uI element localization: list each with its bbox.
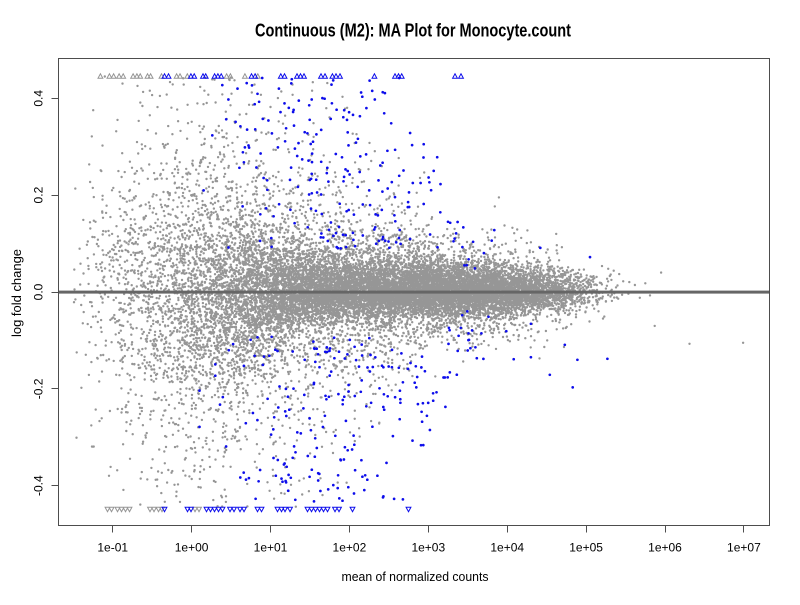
svg-text:Continuous (M2): MA Plot for M: Continuous (M2): MA Plot for Monocyte.co… (255, 21, 571, 41)
svg-text:1e+03: 1e+03 (411, 540, 445, 554)
svg-text:1e+04: 1e+04 (490, 540, 524, 554)
svg-text:1e+01: 1e+01 (254, 540, 288, 554)
svg-text:0.0: 0.0 (32, 283, 46, 300)
svg-text:0.4: 0.4 (32, 90, 46, 107)
svg-text:0.2: 0.2 (32, 186, 46, 203)
svg-text:1e+05: 1e+05 (569, 540, 603, 554)
svg-text:1e+07: 1e+07 (727, 540, 761, 554)
svg-text:-0.4: -0.4 (32, 475, 46, 496)
svg-text:mean of normalized counts: mean of normalized counts (342, 569, 489, 584)
svg-text:1e+00: 1e+00 (175, 540, 209, 554)
svg-text:1e+06: 1e+06 (648, 540, 682, 554)
svg-text:-0.2: -0.2 (32, 378, 46, 399)
svg-text:1e-01: 1e-01 (97, 540, 128, 554)
svg-text:log fold change: log fold change (9, 249, 24, 337)
svg-text:1e+02: 1e+02 (333, 540, 367, 554)
